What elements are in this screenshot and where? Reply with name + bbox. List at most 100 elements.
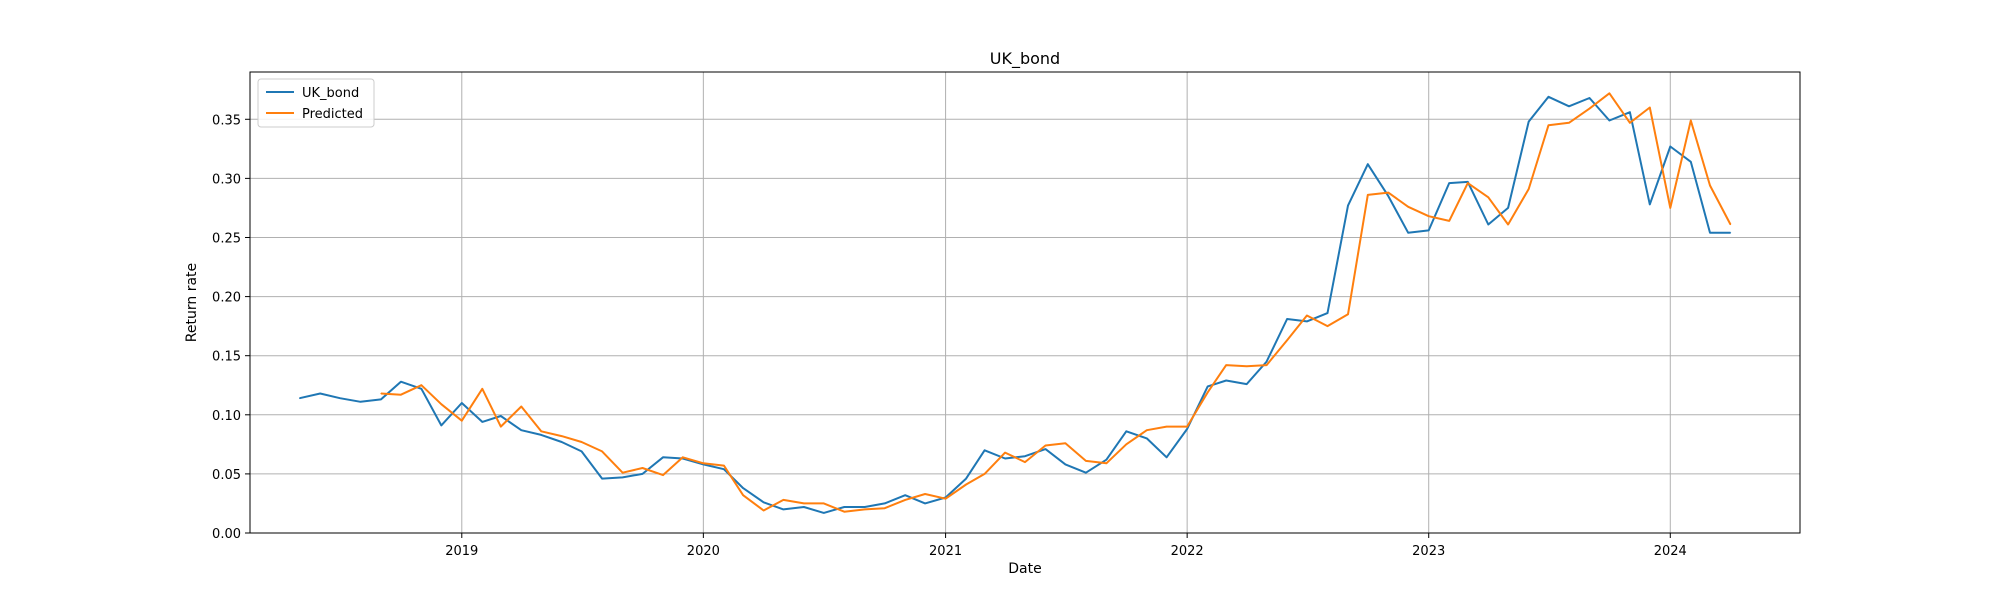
- data-point: [1306, 314, 1308, 317]
- data-point: [440, 403, 442, 405]
- data-point: [1326, 312, 1329, 314]
- data-point: [1568, 122, 1570, 124]
- data-point: [1166, 426, 1168, 428]
- data-point: [1487, 196, 1489, 198]
- data-point: [1186, 428, 1188, 430]
- data-point: [400, 381, 402, 383]
- data-point: [984, 473, 986, 475]
- data-point: [1085, 460, 1087, 462]
- data-point: [884, 507, 886, 509]
- data-point: [400, 394, 402, 396]
- data-point: [1207, 391, 1209, 393]
- data-point: [1690, 119, 1692, 122]
- data-point: [843, 506, 845, 508]
- data-point: [641, 473, 644, 475]
- data-point: [984, 449, 986, 451]
- data-point: [1105, 459, 1107, 461]
- data-point: [782, 508, 785, 510]
- data-point: [500, 426, 502, 428]
- data-point: [723, 468, 725, 470]
- data-point: [1467, 182, 1469, 184]
- data-point: [1125, 430, 1127, 432]
- series-layer: [299, 92, 1732, 514]
- data-point: [1629, 122, 1631, 124]
- data-point: [864, 508, 866, 510]
- data-point: [742, 487, 744, 489]
- data-point: [1044, 448, 1047, 450]
- data-point: [1428, 229, 1430, 231]
- data-point: [682, 456, 684, 458]
- data-point: [965, 478, 967, 480]
- y-axis-title: Return rate: [184, 263, 200, 342]
- data-point: [1448, 182, 1450, 184]
- data-point: [945, 498, 947, 500]
- data-point: [622, 476, 624, 478]
- y-tick-label: 0.25: [212, 231, 241, 246]
- data-point: [1326, 325, 1329, 327]
- data-point: [1064, 442, 1066, 444]
- data-point: [1085, 472, 1087, 474]
- data-point: [1125, 443, 1127, 445]
- data-point: [339, 397, 341, 399]
- x-tick-label: 2020: [687, 544, 720, 559]
- data-point: [1286, 339, 1288, 341]
- data-point: [1044, 444, 1047, 447]
- data-point: [299, 397, 301, 399]
- data-point: [924, 493, 926, 495]
- y-tick-label: 0.15: [212, 350, 241, 365]
- x-tick-label: 2019: [445, 544, 478, 559]
- data-point: [481, 388, 483, 390]
- data-point: [1266, 361, 1268, 363]
- x-tick-label: 2022: [1171, 544, 1204, 559]
- data-point: [1669, 145, 1671, 148]
- data-point: [561, 441, 563, 443]
- data-point: [1347, 313, 1349, 315]
- data-point: [1649, 106, 1651, 109]
- data-point: [884, 502, 886, 504]
- x-tick-label: 2024: [1654, 544, 1687, 559]
- data-point: [1629, 111, 1631, 113]
- y-tick-label: 0.00: [212, 527, 241, 542]
- data-point: [1649, 203, 1651, 205]
- data-point: [1568, 105, 1570, 107]
- legend-label: UK_bond: [302, 86, 359, 101]
- data-point: [1024, 455, 1026, 457]
- data-point: [1407, 232, 1409, 234]
- data-point: [1709, 232, 1711, 234]
- data-point: [1166, 456, 1168, 458]
- data-point: [864, 506, 866, 508]
- data-point: [359, 401, 362, 403]
- data-point: [420, 384, 422, 386]
- data-point: [1608, 92, 1610, 94]
- data-point: [1146, 429, 1148, 431]
- plot-frame: [249, 71, 1801, 534]
- data-point: [380, 398, 382, 400]
- x-axis-title: Date: [1008, 561, 1041, 577]
- data-point: [461, 420, 463, 422]
- data-point: [1246, 365, 1248, 367]
- data-point: [1690, 161, 1692, 163]
- data-point: [965, 483, 967, 486]
- x-tick-label: 2021: [929, 544, 962, 559]
- data-point: [803, 502, 805, 504]
- data-point: [742, 494, 744, 496]
- data-point: [1729, 223, 1732, 226]
- y-tick-label: 0.20: [212, 291, 241, 306]
- data-point: [1709, 184, 1711, 187]
- data-point: [1407, 206, 1409, 208]
- data-point: [1105, 462, 1107, 464]
- data-point: [823, 512, 825, 514]
- data-point: [1286, 318, 1288, 320]
- data-point: [622, 472, 624, 474]
- data-point: [1186, 426, 1188, 428]
- data-point: [1547, 96, 1550, 98]
- data-point: [1507, 223, 1509, 226]
- y-tick-label: 0.10: [212, 409, 241, 424]
- data-point: [904, 499, 906, 501]
- data-point: [924, 502, 926, 504]
- legend-label: Predicted: [302, 107, 363, 122]
- data-point: [662, 474, 664, 476]
- data-point: [1669, 207, 1671, 209]
- data-point: [1347, 205, 1349, 207]
- data-point: [1588, 97, 1591, 99]
